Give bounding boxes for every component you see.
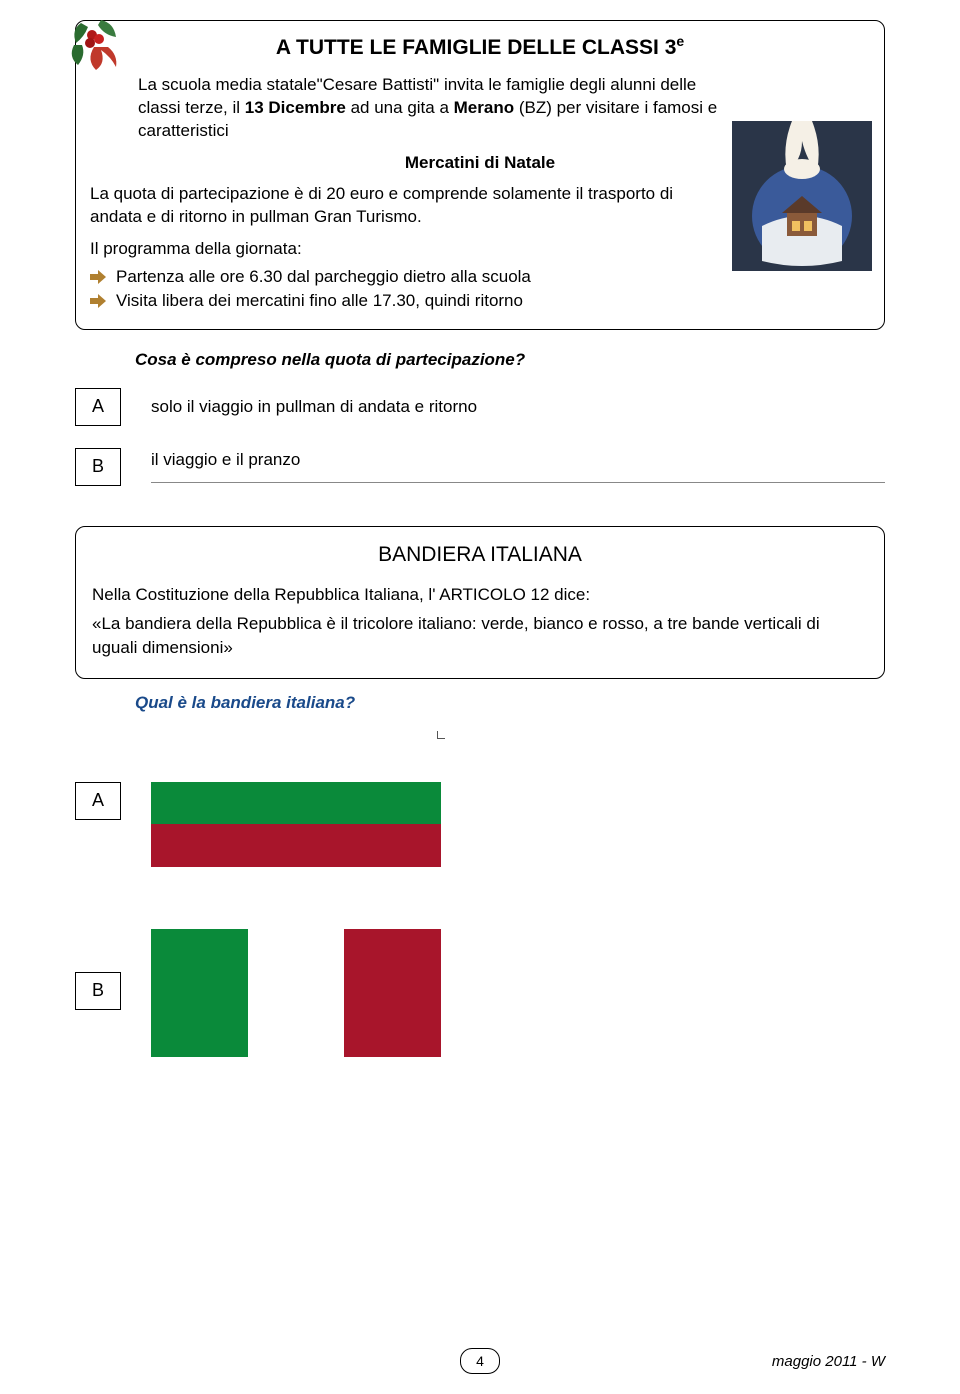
tick-icon — [437, 731, 445, 739]
bullet-item: Visita libera dei mercatini fino alle 17… — [90, 291, 870, 311]
title-sup: e — [676, 33, 684, 49]
page-number: 4 — [460, 1348, 500, 1374]
flag-b-stripe-1 — [151, 929, 248, 1057]
intro-text: La scuola media statale"Cesare Battisti"… — [138, 74, 720, 143]
q2-choice-b: B — [75, 923, 885, 1058]
flag-b-wrap — [151, 923, 443, 1058]
q2-question: Qual è la bandiera italiana? — [135, 693, 885, 713]
q1-choice-a: A solo il viaggio in pullman di andata e… — [75, 388, 885, 426]
bullet-text: Visita libera dei mercatini fino alle 17… — [116, 291, 523, 311]
holly-icon — [66, 15, 136, 75]
footer-date: maggio 2011 - W — [765, 1353, 885, 1370]
flag-a-wrap — [151, 733, 443, 868]
choice-text-b: il viaggio e il pranzo — [151, 450, 885, 483]
page-footer: 4 maggio 2011 - W — [75, 1348, 885, 1374]
flag-a-stripe-2 — [151, 782, 441, 825]
flag-box: BANDIERA ITALIANA Nella Costituzione del… — [75, 526, 885, 679]
ornament-photo — [732, 121, 872, 271]
q2-choice-a: A — [75, 733, 885, 868]
flag-b-stripe-2 — [248, 929, 345, 1057]
arrow-icon — [90, 270, 106, 284]
flag-a — [151, 739, 441, 867]
flag-b-stripe-3 — [344, 929, 441, 1057]
flag-a-stripe-1 — [151, 739, 441, 782]
q1-choice-b: B il viaggio e il pranzo — [75, 448, 885, 486]
choice-box-a2[interactable]: A — [75, 782, 121, 820]
quota-text: La quota di partecipazione è di 20 euro … — [90, 183, 700, 229]
flag-b — [151, 929, 441, 1057]
choice-text-a: solo il viaggio in pullman di andata e r… — [151, 397, 885, 417]
box2-title: BANDIERA ITALIANA — [92, 543, 868, 567]
arrow-icon — [90, 294, 106, 308]
title-text: A TUTTE LE FAMIGLIE DELLE CLASSI 3 — [276, 36, 677, 59]
q1-question: Cosa è compreso nella quota di partecipa… — [135, 350, 885, 370]
flag-a-stripe-3 — [151, 824, 441, 867]
choice-box-a[interactable]: A — [75, 388, 121, 426]
bullet-text: Partenza alle ore 6.30 dal parcheggio di… — [116, 267, 531, 287]
choice-box-b2[interactable]: B — [75, 972, 121, 1010]
box2-line1: Nella Costituzione della Repubblica Ital… — [92, 583, 868, 607]
invitation-box: A TUTTE LE FAMIGLIE DELLE CLASSI 3e La s… — [75, 20, 885, 330]
box1-title: A TUTTE LE FAMIGLIE DELLE CLASSI 3e — [90, 33, 870, 60]
choice-box-b[interactable]: B — [75, 448, 121, 486]
box2-line2: «La bandiera della Repubblica è il trico… — [92, 612, 868, 660]
